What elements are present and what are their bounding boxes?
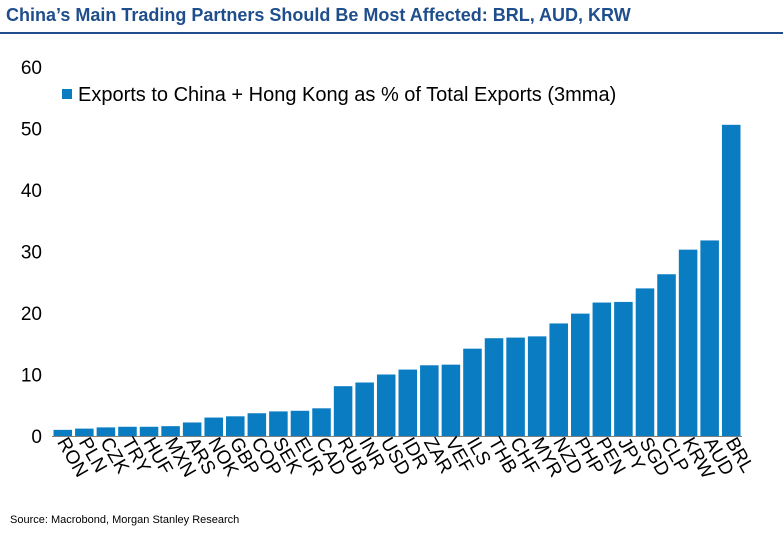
bar bbox=[269, 411, 288, 436]
legend-label: Exports to China + Hong Kong as % of Tot… bbox=[78, 84, 616, 106]
y-tick-label: 40 bbox=[21, 181, 42, 202]
bar bbox=[53, 429, 73, 436]
bar bbox=[376, 374, 396, 436]
bar bbox=[247, 413, 267, 436]
bar bbox=[96, 427, 116, 436]
y-tick-label: 0 bbox=[31, 427, 42, 448]
y-tick-label: 10 bbox=[21, 366, 42, 387]
bar bbox=[182, 422, 202, 436]
bar bbox=[290, 410, 310, 436]
bar bbox=[721, 124, 741, 436]
bar bbox=[118, 426, 137, 436]
bars bbox=[53, 124, 741, 436]
bar bbox=[75, 428, 94, 436]
y-tick-label: 50 bbox=[21, 120, 42, 141]
legend-swatch bbox=[62, 89, 72, 99]
title-divider bbox=[0, 32, 783, 34]
bar bbox=[333, 386, 353, 436]
bar bbox=[678, 249, 698, 436]
y-tick-label: 20 bbox=[21, 304, 42, 325]
bar bbox=[420, 365, 439, 436]
bar bbox=[463, 348, 482, 436]
bar bbox=[549, 323, 568, 436]
bar bbox=[592, 302, 612, 436]
bar bbox=[700, 240, 719, 436]
bar bbox=[484, 338, 504, 436]
bar bbox=[657, 274, 676, 436]
bar bbox=[506, 337, 525, 436]
y-tick-label: 30 bbox=[21, 243, 42, 264]
source-note: Source: Macrobond, Morgan Stanley Resear… bbox=[10, 514, 240, 526]
bar bbox=[398, 369, 418, 436]
y-tick-label: 60 bbox=[21, 58, 42, 79]
bar bbox=[226, 416, 245, 436]
legend: Exports to China + Hong Kong as % of Tot… bbox=[62, 84, 616, 106]
x-axis: RONPLNCZKTRYHUFMXNARSNOKGBPCOPSEKEURCADR… bbox=[52, 434, 758, 483]
y-axis: 0 10 20 30 40 50 60 bbox=[21, 58, 42, 448]
bar bbox=[139, 426, 159, 436]
bar bbox=[161, 426, 180, 436]
bar bbox=[527, 336, 547, 436]
bar bbox=[635, 288, 655, 436]
bar bbox=[614, 301, 633, 436]
bar bbox=[204, 417, 223, 436]
bar bbox=[571, 313, 590, 436]
bar bbox=[355, 382, 374, 436]
chart-title: China’s Main Trading Partners Should Be … bbox=[6, 5, 631, 25]
bar bbox=[441, 364, 461, 436]
bar bbox=[312, 408, 331, 436]
